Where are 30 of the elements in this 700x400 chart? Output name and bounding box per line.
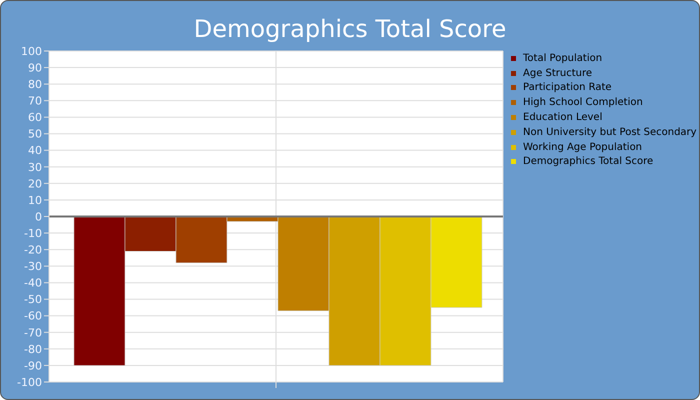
legend-label: Total Population <box>523 52 602 64</box>
legend-label: Age Structure <box>523 68 592 79</box>
legend-label: Non University but Post Secondary <box>523 126 697 138</box>
y-tick-label: 20 <box>28 177 42 190</box>
y-tick-label: 0 <box>35 210 42 224</box>
y-tick-label: 50 <box>28 128 42 141</box>
y-tick-label: 30 <box>28 160 42 174</box>
y-tick-label: 100 <box>21 44 42 58</box>
legend-label: Education Level <box>523 112 602 124</box>
y-tick-label: 70 <box>28 94 42 108</box>
y-tick-label: -50 <box>24 293 42 306</box>
legend-label: Working Age Population <box>523 142 642 153</box>
y-tick-label: -30 <box>24 260 42 274</box>
legend-label: Demographics Total Score <box>523 156 654 168</box>
y-tick-label: 80 <box>28 78 42 92</box>
y-tick-label: -90 <box>24 359 42 372</box>
legend-label: High School Completion <box>523 97 643 108</box>
chart-title: Demographics Total Score <box>192 15 508 45</box>
y-tick-label: 40 <box>28 144 42 158</box>
y-tick-label: -20 <box>24 244 42 257</box>
y-tick-label: -100 <box>17 376 42 389</box>
y-tick-label: 60 <box>28 111 42 124</box>
y-tick-label: -10 <box>24 226 42 240</box>
y-tick-label: 10 <box>28 194 42 207</box>
y-tick-label: -40 <box>24 276 42 290</box>
y-tick-label: 90 <box>28 61 42 74</box>
legend-label: Participation Rate <box>523 82 612 94</box>
y-tick-label: -80 <box>24 342 42 356</box>
y-tick-label: -60 <box>24 310 42 323</box>
y-tick-label: -70 <box>24 326 42 340</box>
